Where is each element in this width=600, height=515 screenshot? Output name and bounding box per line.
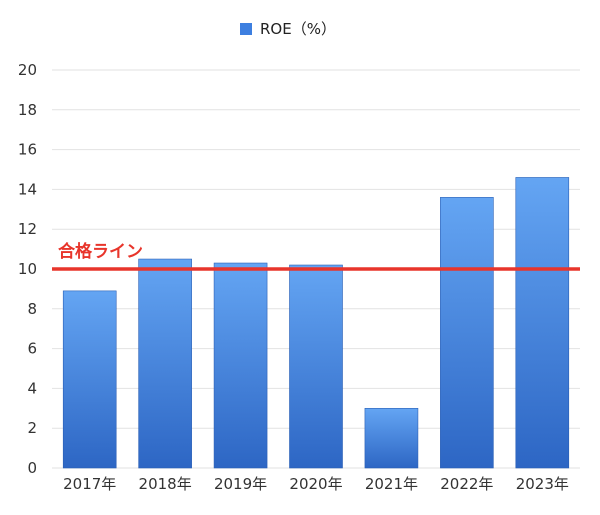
threshold-label: 合格ライン xyxy=(58,241,143,262)
x-tick-label: 2022年 xyxy=(440,475,493,493)
bars xyxy=(62,177,570,469)
bar-2020年 xyxy=(289,264,343,469)
bar-2019年 xyxy=(213,262,268,469)
bar-2023年 xyxy=(515,177,570,469)
y-tick-label: 18 xyxy=(18,101,37,119)
x-tick-label: 2021年 xyxy=(365,475,418,493)
y-tick-label: 14 xyxy=(18,180,37,198)
x-tick-label: 2018年 xyxy=(139,475,192,493)
y-tick-label: 20 xyxy=(18,61,37,79)
y-tick-label: 0 xyxy=(27,459,37,477)
x-axis-ticks: 2017年 2018年 2019年 2020年 2021年 2022年 2023年 xyxy=(63,475,569,493)
threshold: 合格ライン xyxy=(52,241,580,271)
y-tick-label: 2 xyxy=(27,419,37,437)
x-tick-label: 2017年 xyxy=(63,475,116,493)
bar-2021年 xyxy=(364,407,419,469)
y-tick-label: 16 xyxy=(18,141,37,159)
y-tick-label: 4 xyxy=(27,379,37,397)
x-tick-label: 2023年 xyxy=(516,475,569,493)
bar-2018年 xyxy=(138,258,192,469)
bar-2022年 xyxy=(440,197,494,469)
x-tick-label: 2020年 xyxy=(289,475,342,493)
bar-2017年 xyxy=(62,290,117,469)
y-tick-label: 8 xyxy=(27,300,37,318)
legend-label: ROE（%） xyxy=(260,20,336,38)
x-tick-label: 2019年 xyxy=(214,475,267,493)
y-tick-label: 12 xyxy=(18,220,37,238)
y-axis-ticks: 0 2 4 6 8 10 12 14 16 18 20 xyxy=(18,61,37,477)
legend-swatch xyxy=(240,23,252,35)
y-tick-label: 10 xyxy=(18,260,37,278)
y-tick-label: 6 xyxy=(27,340,37,358)
legend: ROE（%） xyxy=(240,20,336,38)
